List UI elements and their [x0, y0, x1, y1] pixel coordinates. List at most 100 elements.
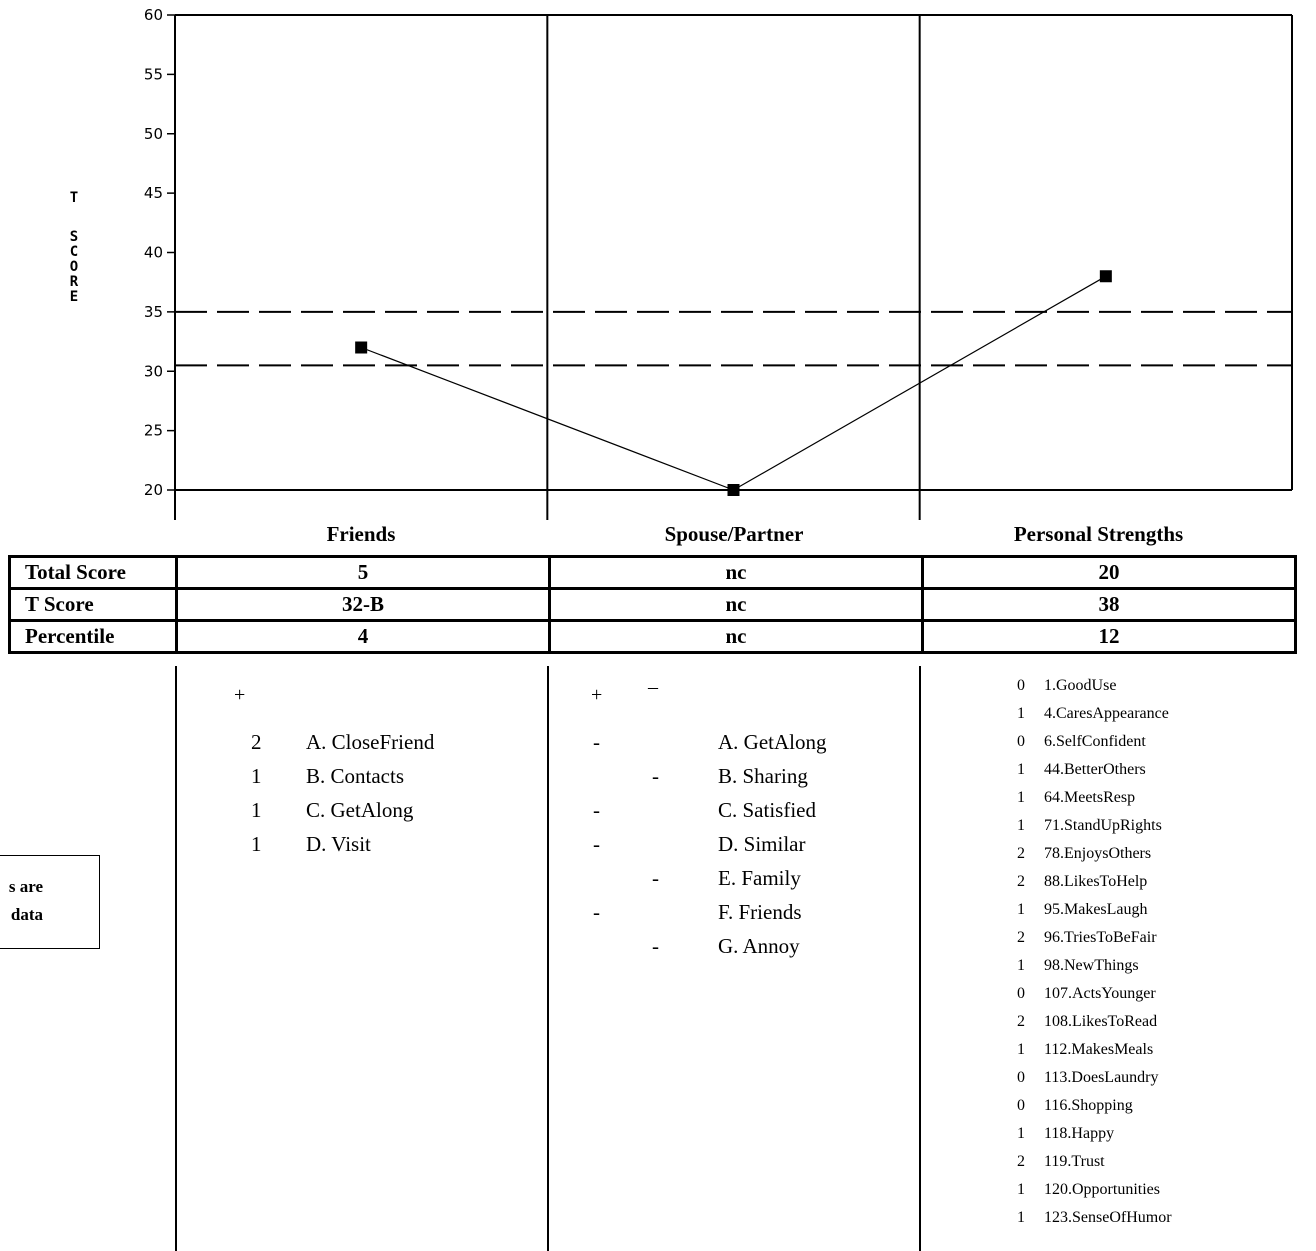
table-row: Percentile 4 nc 12	[8, 619, 1297, 654]
item-label: 64.MeetsResp	[1044, 789, 1136, 806]
table-row: T Score 32-B nc 38	[8, 587, 1297, 622]
minus-mark: -	[652, 866, 659, 890]
item-label: C. Satisfied	[718, 798, 816, 822]
item-score: 0	[1017, 985, 1025, 1002]
table-cell: 32-B	[175, 587, 551, 622]
item-label: 108.LikesToRead	[1044, 1013, 1158, 1030]
item-score: 1	[1017, 1041, 1025, 1058]
item-label: G. Annoy	[718, 934, 800, 958]
y-tick-label: 60	[144, 6, 163, 24]
list-item: 1 95.MakesLaugh	[1017, 901, 1148, 919]
item-label: 119.Trust	[1044, 1153, 1105, 1170]
list-item: 2 78.EnjoysOthers	[1017, 845, 1151, 863]
table-cell: nc	[548, 619, 924, 654]
item-score: 0	[1017, 1069, 1025, 1086]
item-label: 98.NewThings	[1044, 957, 1139, 974]
plus-mark: -	[593, 730, 600, 754]
item-score: 2	[1017, 873, 1025, 890]
item-score: 1	[1017, 1181, 1025, 1198]
y-tick-label: 20	[144, 481, 163, 499]
item-score: 1	[1017, 957, 1025, 974]
list-item: 2 108.LikesToRead	[1017, 1013, 1157, 1031]
item-score: 2	[1017, 845, 1025, 862]
list-item: 2 88.LikesToHelp	[1017, 873, 1147, 891]
item-label: 123.SenseOfHumor	[1044, 1209, 1172, 1226]
item-label: 107.ActsYounger	[1044, 985, 1156, 1002]
col-header-friends: Friends	[326, 522, 396, 546]
item-score: 1	[1017, 1209, 1025, 1226]
item-label: B. Sharing	[718, 764, 808, 788]
item-label: A. CloseFriend	[306, 730, 435, 754]
table-cell: nc	[548, 555, 924, 590]
col-header-personal-strengths: Personal Strengths	[1013, 522, 1184, 546]
data-point	[1099, 270, 1112, 283]
list-item: 1 44.BetterOthers	[1017, 761, 1146, 779]
item-label: F. Friends	[718, 900, 802, 924]
table-row: Total Score 5 nc 20	[8, 555, 1297, 590]
item-label: E. Family	[718, 866, 801, 890]
minus-mark: -	[652, 764, 659, 788]
table-cell: 4	[175, 619, 551, 654]
row-label: Total Score	[8, 555, 178, 590]
data-point	[355, 341, 368, 354]
y-tick-label: 30	[144, 362, 163, 380]
table-cell: 38	[921, 587, 1297, 622]
list-item: 0 6.SelfConfident	[1017, 733, 1146, 751]
item-score: 1	[1017, 901, 1025, 918]
plus-mark: -	[593, 798, 600, 822]
item-score: 1	[1017, 817, 1025, 834]
list-item: 0 1.GoodUse	[1017, 677, 1116, 695]
y-tick-label: 25	[144, 422, 163, 440]
y-tick-label: 45	[144, 184, 163, 202]
note-box: s are data	[0, 855, 100, 949]
item-score: 1	[251, 764, 262, 788]
item-label: 113.DoesLaundry	[1044, 1069, 1159, 1086]
item-label: 96.TriesToBeFair	[1044, 929, 1157, 946]
item-score: 2	[1017, 1153, 1025, 1170]
column-divider	[547, 666, 549, 1251]
t-score-chart: 20 25 30 35 40 45 50 55 60	[144, 6, 1293, 520]
item-label: 1.GoodUse	[1044, 677, 1117, 694]
list-item: 1 120.Opportunities	[1017, 1181, 1160, 1199]
plus-symbol: +	[234, 684, 246, 706]
item-label: 95.MakesLaugh	[1044, 901, 1148, 918]
list-item: 1 71.StandUpRights	[1017, 817, 1162, 835]
table-cell: 20	[921, 555, 1297, 590]
col-header-spouse: Spouse/Partner	[664, 522, 804, 546]
minus-mark: -	[652, 934, 659, 958]
item-label: 78.EnjoysOthers	[1044, 845, 1152, 862]
plus-mark: -	[593, 832, 600, 856]
list-item: 0 113.DoesLaundry	[1017, 1069, 1159, 1087]
item-score: 2	[1017, 929, 1025, 946]
list-item: 1 112.MakesMeals	[1017, 1041, 1153, 1059]
column-divider	[919, 666, 921, 1251]
list-item: 0 116.Shopping	[1017, 1097, 1133, 1115]
item-label: 120.Opportunities	[1044, 1181, 1160, 1198]
item-label: 6.SelfConfident	[1044, 733, 1146, 750]
item-label: 88.LikesToHelp	[1044, 873, 1148, 890]
list-item: 2 96.TriesToBeFair	[1017, 929, 1157, 947]
item-label: 112.MakesMeals	[1044, 1041, 1154, 1058]
y-tick-label: 50	[144, 125, 163, 143]
list-item: 1 4.CaresAppearance	[1017, 705, 1169, 723]
item-score: 0	[1017, 733, 1025, 750]
item-score: 2	[1017, 1013, 1025, 1030]
table-cell: nc	[548, 587, 924, 622]
item-score: 1	[1017, 1125, 1025, 1142]
y-axis-label-letter: O	[69, 259, 79, 275]
item-score: 1	[1017, 789, 1025, 806]
score-table: Total Score 5 nc 20 T Score 32-B nc 38 P…	[8, 555, 1297, 654]
item-score: 1	[251, 798, 262, 822]
y-axis-label-letter: C	[69, 244, 79, 260]
list-item: 1 118.Happy	[1017, 1125, 1114, 1143]
item-label: D. Visit	[306, 832, 371, 856]
list-item: 1 64.MeetsResp	[1017, 789, 1135, 807]
table-cell: 12	[921, 619, 1297, 654]
note-line: data	[10, 905, 43, 924]
series-line	[360, 275, 1107, 491]
minus-symbol: –	[648, 676, 658, 698]
column-divider	[175, 666, 177, 1251]
list-item: 1 123.SenseOfHumor	[1017, 1209, 1172, 1227]
item-label: 4.CaresAppearance	[1044, 705, 1169, 722]
item-label: 118.Happy	[1044, 1125, 1115, 1142]
